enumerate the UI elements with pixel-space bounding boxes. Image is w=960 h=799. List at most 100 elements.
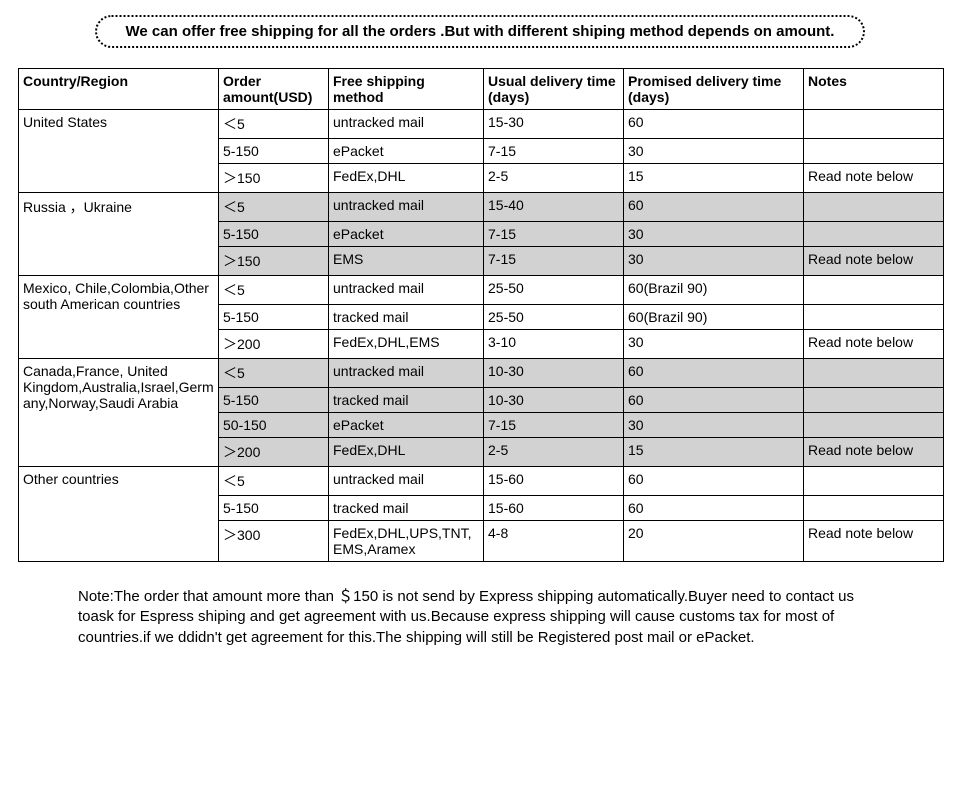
table-header-row: Country/Region Order amount(USD) Free sh… [19, 69, 944, 110]
shipping-table: Country/Region Order amount(USD) Free sh… [18, 68, 944, 562]
cell-method: EMS [329, 247, 484, 276]
cell-note [804, 222, 944, 247]
cell-usual: 7-15 [484, 222, 624, 247]
cell-amount: ＜5 [219, 467, 329, 496]
cell-method: ePacket [329, 413, 484, 438]
cell-method: tracked mail [329, 496, 484, 521]
cell-note [804, 496, 944, 521]
cell-promised: 60 [624, 496, 804, 521]
cell-promised: 20 [624, 521, 804, 562]
cell-method: untracked mail [329, 276, 484, 305]
cell-note [804, 276, 944, 305]
cell-amount: 5-150 [219, 139, 329, 164]
cell-note [804, 305, 944, 330]
cell-method: FedEx,DHL,EMS [329, 330, 484, 359]
cell-method: untracked mail [329, 193, 484, 222]
cell-note [804, 359, 944, 388]
cell-country: Russia ，Ukraine [19, 193, 219, 276]
cell-promised: 30 [624, 247, 804, 276]
cell-method: FedEx,DHL [329, 164, 484, 193]
table-row: United States＜5untracked mail15-3060 [19, 110, 944, 139]
cell-promised: 30 [624, 330, 804, 359]
cell-amount: 5-150 [219, 496, 329, 521]
cell-amount: ＞200 [219, 330, 329, 359]
cell-promised: 30 [624, 413, 804, 438]
cell-method: ePacket [329, 222, 484, 247]
cell-usual: 2-5 [484, 164, 624, 193]
cell-usual: 10-30 [484, 359, 624, 388]
table-row: Other countries＜5untracked mail15-6060 [19, 467, 944, 496]
cell-note [804, 110, 944, 139]
cell-usual: 15-30 [484, 110, 624, 139]
cell-amount: 5-150 [219, 388, 329, 413]
cell-promised: 60 [624, 193, 804, 222]
cell-usual: 25-50 [484, 305, 624, 330]
cell-country: Other countries [19, 467, 219, 562]
cell-promised: 60 [624, 388, 804, 413]
cell-note [804, 413, 944, 438]
cell-amount: ＜5 [219, 276, 329, 305]
cell-amount: ＜5 [219, 193, 329, 222]
cell-method: untracked mail [329, 467, 484, 496]
cell-usual: 10-30 [484, 388, 624, 413]
cell-country: United States [19, 110, 219, 193]
banner: We can offer free shipping for all the o… [95, 15, 865, 48]
cell-amount: ＞150 [219, 247, 329, 276]
table-row: Canada,France, United Kingdom,Australia,… [19, 359, 944, 388]
cell-amount: ＜5 [219, 110, 329, 139]
cell-promised: 15 [624, 438, 804, 467]
cell-usual: 4-8 [484, 521, 624, 562]
cell-usual: 7-15 [484, 139, 624, 164]
cell-promised: 30 [624, 222, 804, 247]
cell-note [804, 193, 944, 222]
cell-note: Read note below [804, 164, 944, 193]
cell-usual: 15-40 [484, 193, 624, 222]
cell-method: untracked mail [329, 359, 484, 388]
cell-usual: 7-15 [484, 247, 624, 276]
cell-method: untracked mail [329, 110, 484, 139]
footnote: Note:The order that amount more than ＄15… [78, 587, 882, 648]
cell-amount: ＞200 [219, 438, 329, 467]
cell-promised: 60(Brazil 90) [624, 305, 804, 330]
cell-note [804, 388, 944, 413]
cell-promised: 60 [624, 467, 804, 496]
col-promised: Promised delivery time (days) [624, 69, 804, 110]
cell-amount: ＞300 [219, 521, 329, 562]
cell-method: ePacket [329, 139, 484, 164]
cell-promised: 15 [624, 164, 804, 193]
table-row: Mexico, Chile,Colombia,Other south Ameri… [19, 276, 944, 305]
cell-usual: 2-5 [484, 438, 624, 467]
cell-country: Mexico, Chile,Colombia,Other south Ameri… [19, 276, 219, 359]
cell-amount: ＜5 [219, 359, 329, 388]
cell-method: tracked mail [329, 305, 484, 330]
cell-note [804, 139, 944, 164]
cell-note [804, 467, 944, 496]
cell-note: Read note below [804, 521, 944, 562]
cell-promised: 30 [624, 139, 804, 164]
col-method: Free shipping method [329, 69, 484, 110]
cell-usual: 15-60 [484, 467, 624, 496]
cell-amount: 5-150 [219, 222, 329, 247]
cell-usual: 7-15 [484, 413, 624, 438]
cell-method: FedEx,DHL,UPS,TNT,EMS,Aramex [329, 521, 484, 562]
col-usual: Usual delivery time (days) [484, 69, 624, 110]
cell-promised: 60 [624, 359, 804, 388]
cell-note: Read note below [804, 330, 944, 359]
cell-usual: 3-10 [484, 330, 624, 359]
cell-method: tracked mail [329, 388, 484, 413]
col-amount: Order amount(USD) [219, 69, 329, 110]
col-country: Country/Region [19, 69, 219, 110]
cell-promised: 60 [624, 110, 804, 139]
cell-amount: 50-150 [219, 413, 329, 438]
cell-method: FedEx,DHL [329, 438, 484, 467]
cell-amount: 5-150 [219, 305, 329, 330]
cell-usual: 25-50 [484, 276, 624, 305]
cell-amount: ＞150 [219, 164, 329, 193]
cell-country: Canada,France, United Kingdom,Australia,… [19, 359, 219, 467]
cell-note: Read note below [804, 438, 944, 467]
cell-promised: 60(Brazil 90) [624, 276, 804, 305]
cell-note: Read note below [804, 247, 944, 276]
table-row: Russia ，Ukraine＜5untracked mail15-4060 [19, 193, 944, 222]
cell-usual: 15-60 [484, 496, 624, 521]
col-notes: Notes [804, 69, 944, 110]
